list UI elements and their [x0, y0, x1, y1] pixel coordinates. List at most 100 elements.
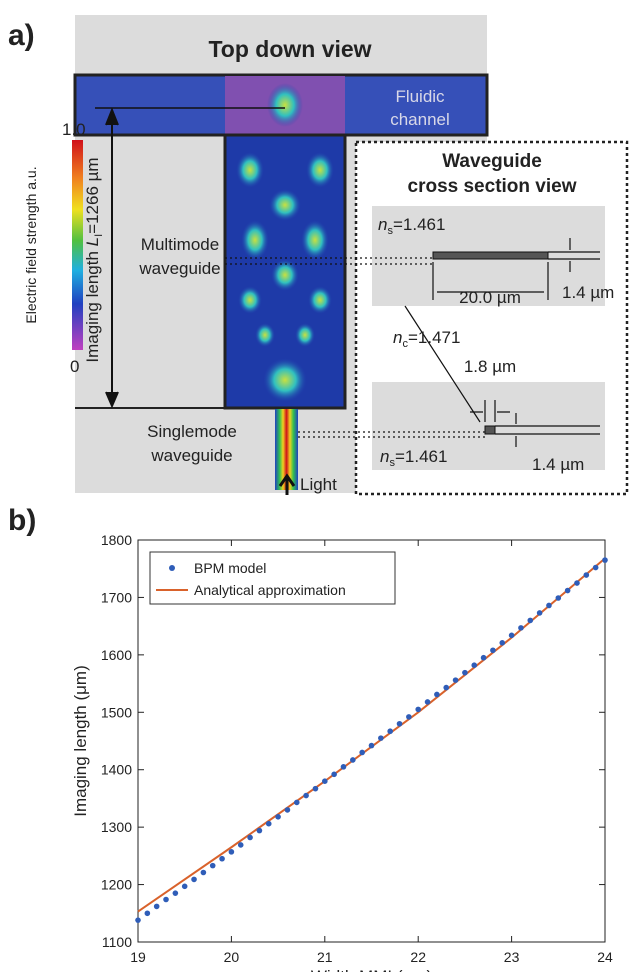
- point: [191, 877, 197, 883]
- point: [565, 588, 571, 594]
- point: [350, 757, 356, 763]
- label: 1.8 µm: [464, 357, 516, 376]
- point: [537, 610, 543, 616]
- label: Multimode: [141, 235, 219, 254]
- point: [499, 640, 505, 646]
- value: =1.471: [408, 328, 460, 347]
- symbol: n: [380, 447, 389, 466]
- point: [425, 699, 431, 705]
- point: [275, 814, 281, 820]
- point: [135, 917, 141, 923]
- point: [490, 647, 496, 653]
- point: [331, 772, 337, 778]
- label: waveguide: [138, 259, 220, 278]
- x-tick-label: 19: [130, 949, 146, 965]
- point: [173, 890, 179, 896]
- point: [369, 743, 375, 749]
- title: Top down view: [208, 36, 371, 62]
- point: [602, 557, 608, 563]
- colorbar: [72, 140, 83, 350]
- colorbar-label: Electric field strength a.u.: [23, 166, 39, 323]
- x-tick-label: 21: [317, 949, 333, 965]
- legend-marker: [169, 565, 175, 571]
- x-tick-label: 23: [504, 949, 520, 965]
- point: [229, 849, 235, 855]
- x-tick-label: 24: [597, 949, 613, 965]
- symbol: L: [83, 237, 102, 246]
- x-tick-label: 20: [224, 949, 240, 965]
- point: [378, 735, 384, 741]
- text: Imaging length: [83, 246, 102, 362]
- label: Imaging length LI=1266 µm: [83, 157, 105, 362]
- point: [434, 692, 440, 698]
- title: cross section view: [408, 176, 577, 197]
- point: [266, 821, 272, 827]
- point: [584, 572, 590, 578]
- y-tick-label: 1600: [101, 647, 132, 663]
- value: =1.461: [395, 447, 447, 466]
- label: 20.0 µm: [459, 288, 521, 307]
- label: channel: [390, 110, 450, 129]
- colorbar-max: 1.0: [62, 120, 86, 139]
- point: [163, 897, 169, 903]
- title: Waveguide: [442, 151, 542, 172]
- point: [546, 603, 552, 609]
- point: [210, 863, 216, 869]
- field: [267, 83, 303, 127]
- line: [138, 558, 605, 911]
- y-tick-label: 1500: [101, 704, 132, 720]
- y-tick-label: 1300: [101, 819, 132, 835]
- point: [247, 835, 253, 841]
- point: [238, 842, 244, 848]
- point: [219, 856, 225, 862]
- label: 1.4 µm: [562, 283, 614, 302]
- point: [406, 714, 412, 720]
- point: [443, 685, 449, 691]
- point: [556, 595, 562, 601]
- point: [359, 750, 365, 756]
- label: waveguide: [150, 446, 232, 465]
- label: 1.4 µm: [532, 455, 584, 474]
- y-tick-label: 1200: [101, 877, 132, 893]
- label: Light: [300, 475, 337, 494]
- point: [415, 707, 421, 713]
- figure: a) Top down view Fluidic channel Multimo…: [0, 0, 637, 972]
- point: [471, 662, 477, 668]
- point: [518, 625, 524, 631]
- point: [341, 764, 347, 770]
- symbol: n: [393, 328, 402, 347]
- panel-label: b): [8, 504, 36, 537]
- point: [294, 800, 300, 806]
- y-axis-label: Imaging length (μm): [71, 665, 90, 817]
- y-tick-label: 1400: [101, 762, 132, 778]
- point: [593, 565, 599, 571]
- x-axis-label: Width MMI (μm): [311, 967, 432, 972]
- y-tick-label: 1100: [102, 934, 132, 950]
- point: [201, 870, 207, 876]
- point: [322, 778, 328, 784]
- panel-label: a): [8, 19, 35, 52]
- x-tick-label: 22: [410, 949, 426, 965]
- point: [397, 721, 403, 727]
- point: [481, 655, 487, 661]
- point: [257, 828, 263, 834]
- point: [453, 677, 459, 683]
- point: [509, 633, 515, 639]
- label: Fluidic: [395, 87, 445, 106]
- core: [485, 426, 495, 434]
- point: [527, 618, 533, 624]
- legend-label: Analytical approximation: [194, 582, 346, 598]
- point: [145, 910, 151, 916]
- point: [285, 807, 291, 813]
- point: [462, 670, 468, 676]
- point: [313, 786, 319, 792]
- point: [182, 883, 188, 889]
- colorbar-min: 0: [70, 357, 79, 376]
- value: =1.461: [393, 215, 445, 234]
- y-tick-label: 1800: [101, 532, 132, 548]
- core: [433, 252, 548, 259]
- legend-label: BPM model: [194, 560, 266, 576]
- point: [574, 580, 580, 586]
- symbol: n: [378, 215, 387, 234]
